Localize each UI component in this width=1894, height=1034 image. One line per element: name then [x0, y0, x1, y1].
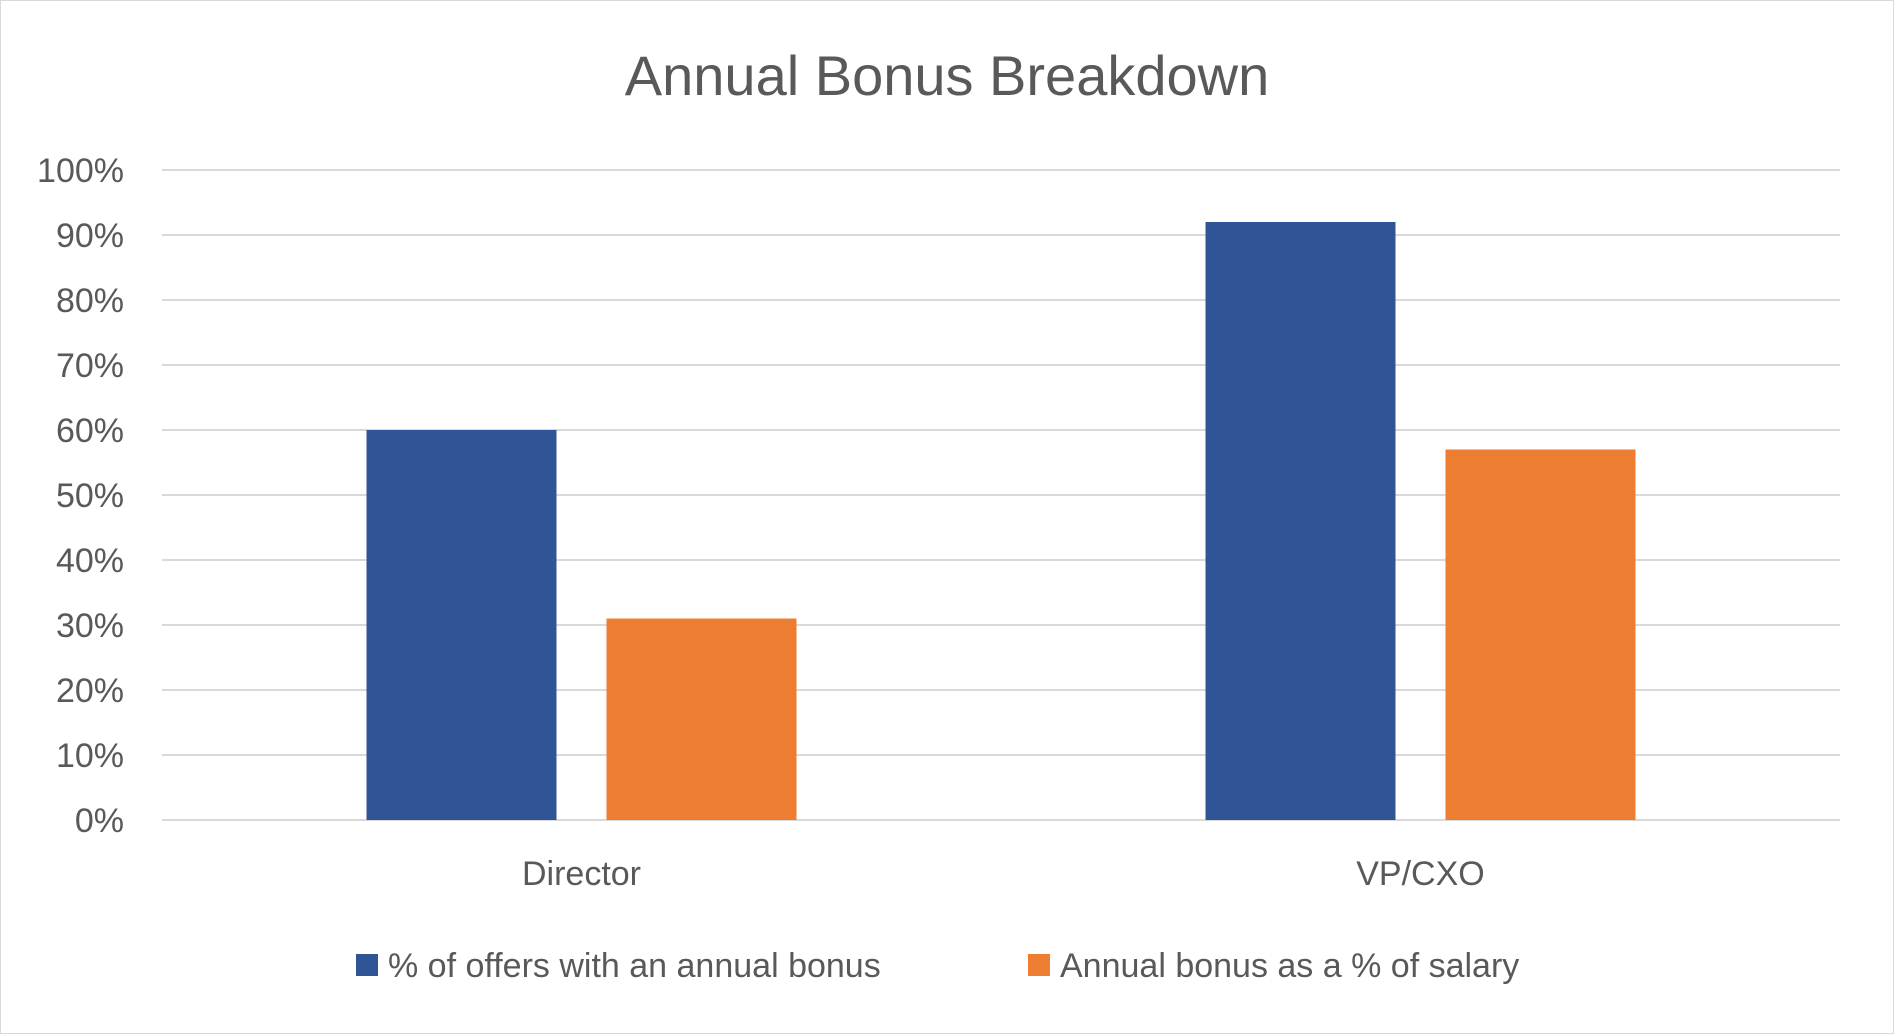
y-tick-label: 10% [56, 737, 124, 775]
legend-swatch [1028, 954, 1050, 976]
y-tick-label: 30% [56, 607, 124, 645]
x-axis-category-labels: Director VP/CXO [522, 855, 1485, 893]
x-category-label: Director [522, 855, 641, 893]
bar-bonus-pct-salary-vp-cxo [1445, 449, 1636, 820]
y-axis-tick-labels: 0% 10% 20% 30% 40% 50% 60% 70% 80% 90% 100% [37, 152, 124, 840]
bar-offers-with-bonus-director [366, 430, 557, 820]
y-tick-label: 0% [75, 802, 124, 840]
bar-bonus-pct-salary-director [606, 618, 797, 820]
y-tick-label: 80% [56, 282, 124, 320]
x-category-label: VP/CXO [1356, 855, 1484, 893]
y-tick-label: 40% [56, 542, 124, 580]
legend: % of offers with an annual bonus Annual b… [356, 947, 1519, 985]
legend-label: Annual bonus as a % of salary [1060, 947, 1519, 985]
y-tick-label: 70% [56, 347, 124, 385]
y-tick-label: 60% [56, 412, 124, 450]
bars [366, 222, 1636, 820]
legend-swatch [356, 954, 378, 976]
y-tick-label: 100% [37, 152, 124, 190]
y-tick-label: 20% [56, 672, 124, 710]
chart-title: Annual Bonus Breakdown [625, 44, 1269, 107]
bar-offers-with-bonus-vp-cxo [1205, 222, 1396, 820]
legend-label: % of offers with an annual bonus [388, 947, 881, 985]
y-tick-label: 90% [56, 217, 124, 255]
y-tick-label: 50% [56, 477, 124, 515]
